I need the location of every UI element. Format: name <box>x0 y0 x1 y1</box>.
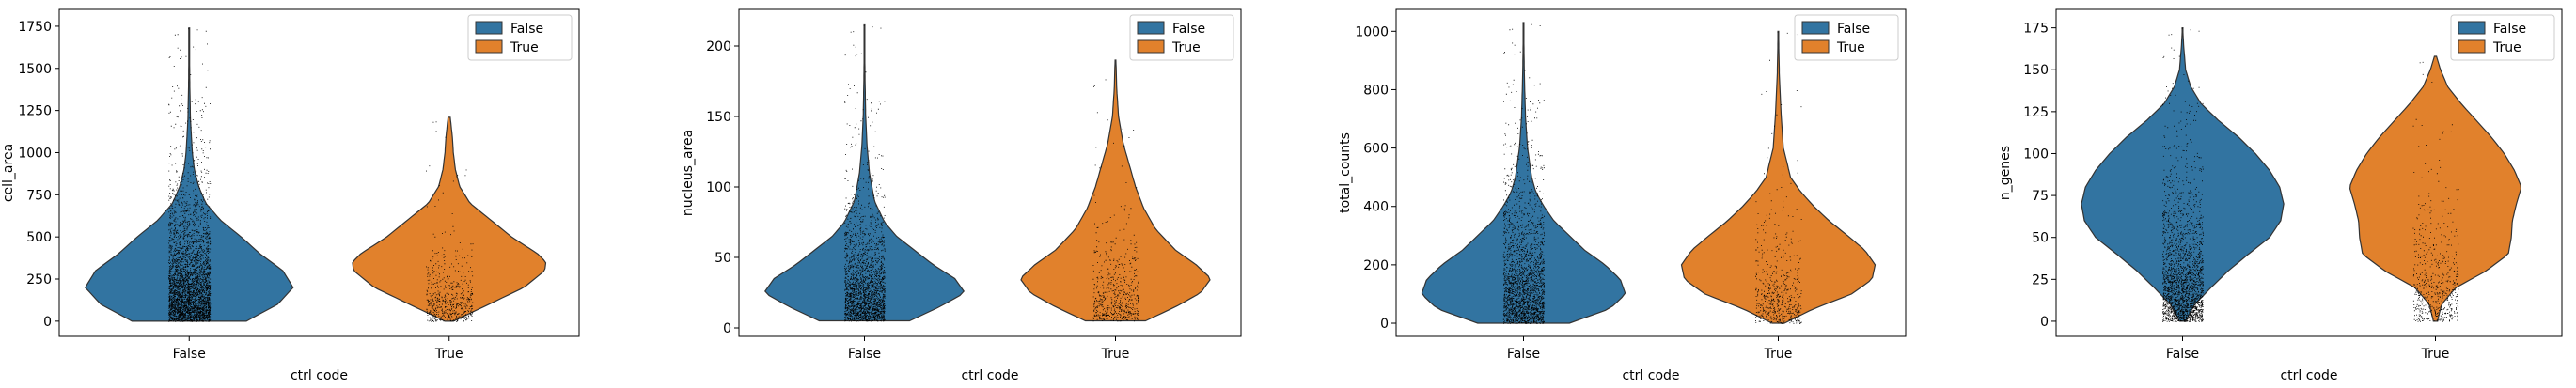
xtick-label: True <box>1764 347 1793 362</box>
strip-points-true <box>426 121 474 322</box>
y-axis-label: nucleus_area <box>681 130 696 216</box>
ytick-label: 100 <box>706 180 731 195</box>
ytick-label: 1750 <box>18 20 52 35</box>
x-axis-label: ctrl code <box>1622 368 1679 383</box>
violin-nucleus_area-false <box>764 23 965 322</box>
axes-frame <box>2055 8 2563 337</box>
axes-frame <box>58 8 580 337</box>
ytick-label: 200 <box>706 39 731 54</box>
legend-swatch-false <box>1137 21 1165 35</box>
ytick-label: 1500 <box>18 62 52 77</box>
ytick-label: 25 <box>2032 272 2049 287</box>
axes-frame <box>738 8 1242 337</box>
ytick-label: 150 <box>2023 63 2049 78</box>
ytick-label: 200 <box>1363 258 1389 273</box>
legend-swatch-true <box>2458 39 2486 54</box>
legend-label-false: False <box>510 22 543 37</box>
ytick-label: 0 <box>1380 317 1389 332</box>
legend-swatch-false <box>2458 21 2486 35</box>
legend-label-true: True <box>1836 40 1865 55</box>
legend: False True <box>467 14 573 61</box>
ytick-label: 500 <box>26 230 52 245</box>
legend-swatch-false <box>1801 21 1830 35</box>
violin-cell_area-false <box>85 27 294 322</box>
violin-cell_area-true <box>352 116 547 322</box>
ytick-label: 50 <box>2032 231 2049 246</box>
chart-panel-nucleus_area: 0 50 100 150 200 False True ctrl code nucleus_ar… <box>681 8 1242 383</box>
y-axis-label: total_counts <box>1338 132 1353 213</box>
legend-swatch-true <box>1801 39 1830 54</box>
ytick-label: 0 <box>43 315 52 330</box>
ytick-label: 1000 <box>1355 24 1389 39</box>
chart-panel-cell_area: 0 250 500 750 1000 1250 1500 1750 False True ctrl … <box>1 8 580 383</box>
violin-n_genes-true <box>2348 55 2522 322</box>
legend-swatch-false <box>475 21 503 35</box>
legend-label-true: True <box>2492 40 2521 55</box>
legend-label-true: True <box>1171 40 1201 55</box>
legend-label-false: False <box>2493 22 2526 37</box>
x-axis-label: ctrl code <box>291 368 348 383</box>
legend: False True <box>2450 14 2555 61</box>
axes-frame <box>1395 8 1907 337</box>
legend-swatch-true <box>1137 39 1165 54</box>
legend-label-false: False <box>1837 22 1870 37</box>
chart-panel-n_genes: 0 25 50 75 100 125 150 175 False True ctrl code n_g… <box>1998 8 2563 383</box>
legend-label-false: False <box>1172 22 1205 37</box>
xtick-label: True <box>434 347 463 362</box>
xtick-label: False <box>848 347 881 362</box>
violin-n_genes-false <box>2081 27 2285 322</box>
violin-total_counts-true <box>1680 30 1877 324</box>
ytick-label: 50 <box>715 251 731 266</box>
ytick-label: 1000 <box>18 146 52 161</box>
ytick-label: 125 <box>2023 105 2049 120</box>
ytick-label: 750 <box>26 188 52 203</box>
strip-points-false <box>168 28 212 322</box>
ytick-label: 0 <box>2040 315 2049 330</box>
strip-points-false <box>844 24 886 322</box>
strip-points-true <box>1092 79 1139 322</box>
ytick-label: 400 <box>1363 200 1389 215</box>
xtick-label: True <box>2421 347 2450 362</box>
y-axis-label: n_genes <box>1998 146 2013 200</box>
y-axis-label: cell_area <box>1 144 16 202</box>
ytick-label: 600 <box>1363 142 1389 157</box>
legend-swatch-true <box>475 39 503 54</box>
ytick-label: 1250 <box>18 104 52 119</box>
ytick-label: 100 <box>2023 147 2049 162</box>
ytick-label: 175 <box>2023 22 2049 37</box>
xtick-label: True <box>1101 347 1130 362</box>
xtick-label: False <box>173 347 206 362</box>
ytick-label: 250 <box>26 272 52 287</box>
x-axis-label: ctrl code <box>2280 368 2337 383</box>
violin-nucleus_area-true <box>1020 59 1211 322</box>
ytick-label: 800 <box>1363 83 1389 98</box>
xtick-label: False <box>1507 347 1540 362</box>
ytick-label: 75 <box>2032 189 2049 204</box>
xtick-label: False <box>2166 347 2199 362</box>
legend: False True <box>1129 14 1234 61</box>
ytick-label: 150 <box>706 110 731 125</box>
ytick-label: 0 <box>723 321 731 336</box>
legend-label-true: True <box>510 40 539 55</box>
legend: False True <box>1794 14 1899 61</box>
x-axis-label: ctrl code <box>961 368 1018 383</box>
strip-points-true <box>1755 31 1802 324</box>
violin-total_counts-false <box>1421 22 1626 324</box>
chart-panel-total_counts: 0 200 400 600 800 1000 False True ctrl code total… <box>1338 8 1907 383</box>
